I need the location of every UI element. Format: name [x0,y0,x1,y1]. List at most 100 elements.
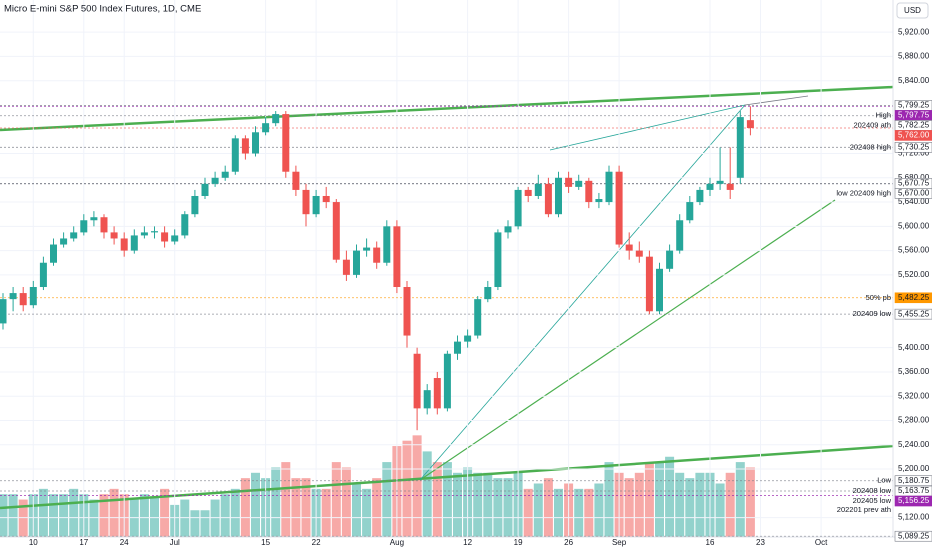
volume-bar [301,478,311,537]
candle-body [312,195,320,215]
candle-body [342,259,350,275]
volume-bar [523,488,533,537]
trend-lines [0,85,894,510]
candle-body [605,171,613,203]
level-note: 202409 ath [853,120,891,129]
price-badge-label: 5,799.25 [898,101,930,110]
price-badge [894,188,932,199]
candle-body [262,123,270,133]
volume-bar [150,496,159,537]
candle-body [615,171,623,245]
volume-bar [675,472,685,537]
volume-bar [655,462,664,537]
currency-button[interactable] [896,2,929,19]
volume-bar [745,467,755,537]
volume-bar [442,462,452,537]
level-note: 202409 low [853,309,892,318]
candle-body [221,171,229,178]
x-tick-label: 23 [756,538,765,547]
volume-bar [190,510,200,537]
candle-body [575,180,583,187]
x-tick-label: Jul [170,538,180,547]
candle-body [151,231,158,233]
candle-body [282,114,290,172]
candle-body [373,247,381,263]
candle-body [514,189,522,227]
currency-label[interactable]: USD [904,6,921,15]
volume-bar [725,472,735,537]
candle-body [19,293,27,306]
volume-bar [281,462,291,537]
axis-labels: 5,920.00 5,880.00 5,840.00 5,720.00 5,680.00… [29,27,932,547]
y-tick-label: 5,200.00 [898,464,930,473]
volume-bar [554,488,563,537]
chart-title: Micro E-mini S&P 500 Index Futures, 1D, … [4,4,201,15]
candle-body [454,341,461,354]
y-tick-label: 5,840.00 [898,76,930,85]
volume-bar [18,499,28,537]
volume-bar [240,478,250,537]
trend-line [744,95,809,106]
candle-body [625,244,633,251]
volume-bar [160,488,170,537]
volume-bar [69,488,79,537]
y-tick-label: 5,600.00 [898,221,930,230]
x-tick-label: 24 [120,538,129,547]
level-note: 50% pb [866,293,891,302]
y-tick-label: 5,120.00 [898,513,930,522]
price-axis [893,0,932,550]
candle-body [716,180,724,184]
price-badge [894,308,932,320]
candle-body [252,132,259,154]
candle-body [110,232,118,239]
volume-bar [665,456,675,537]
level-note: 202408 high [850,142,891,151]
price-badge [894,130,932,141]
y-tick-label: 5,360.00 [898,367,930,376]
candle-body [676,220,684,251]
volume-bar [49,494,58,537]
candle-body [332,202,340,260]
volume-bar [0,494,8,537]
price-badge-label: 5,482.25 [898,293,930,302]
price-badge-label: 5,670.00 [898,189,930,198]
level-note: 202201 prev ath [837,505,891,514]
candle-body [645,256,653,312]
y-tick-label: 5,560.00 [898,246,930,255]
volume-bar [89,499,99,537]
volume-bar [230,488,240,537]
candle-body [120,238,128,251]
trend-line [549,104,746,151]
x-tick-label: Aug [390,538,404,547]
volume-bar [291,478,301,537]
x-tick-label: Sep [612,538,627,547]
volume-bar [473,472,483,537]
level-note: low 202409 high [836,188,891,197]
candle-body [353,250,360,275]
candle-body [302,189,310,215]
trend-line [0,85,894,132]
y-tick-label: 5,240.00 [898,440,930,449]
volume-bar [644,462,654,537]
volume-bar [129,499,139,537]
price-badge-label: 5,089.25 [898,531,930,540]
volume-bar [210,499,220,537]
volume-bar [422,451,432,537]
x-tick-label: 17 [79,538,88,547]
price-badge [894,141,932,153]
candle-body [241,138,249,154]
volume-bar [200,510,210,537]
x-tick-label: Oct [815,538,828,547]
price-badge [894,292,932,304]
volume-bar [432,462,442,537]
level-note: 202405 low [853,496,892,505]
candle-body [191,195,199,215]
candle-body [90,217,98,221]
candle-body [555,177,562,215]
volume-bar [372,478,382,537]
y-tick-label: 5,320.00 [898,391,930,400]
volume-bar [251,472,260,537]
candle-body [443,353,451,409]
candle-body [666,250,674,269]
candle-body [544,183,552,215]
